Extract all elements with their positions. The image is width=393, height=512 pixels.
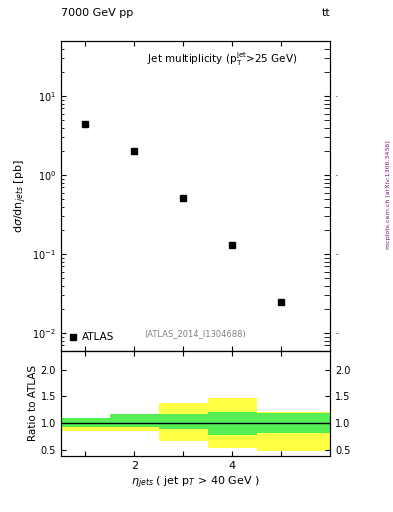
X-axis label: $\eta_{jets}$ ( jet p$_T$ > 40 GeV ): $\eta_{jets}$ ( jet p$_T$ > 40 GeV ) — [131, 475, 260, 491]
ATLAS — [132, 148, 137, 155]
Line: ATLAS: ATLAS — [82, 120, 285, 305]
Text: tt: tt — [321, 8, 330, 18]
Legend: ATLAS: ATLAS — [66, 329, 117, 346]
ATLAS — [181, 195, 185, 201]
Text: (ATLAS_2014_I1304688): (ATLAS_2014_I1304688) — [145, 329, 246, 338]
Text: mcplots.cern.ch [arXiv:1306.3436]: mcplots.cern.ch [arXiv:1306.3436] — [386, 140, 391, 249]
ATLAS — [279, 298, 283, 305]
Text: 7000 GeV pp: 7000 GeV pp — [61, 8, 133, 18]
Y-axis label: Ratio to ATLAS: Ratio to ATLAS — [28, 365, 38, 441]
ATLAS — [230, 242, 235, 248]
ATLAS — [83, 120, 88, 126]
Text: Jet multiplicity (p$_\mathrm{T}^{\mathrm{jet}}$>25 GeV): Jet multiplicity (p$_\mathrm{T}^{\mathrm… — [147, 50, 298, 68]
Y-axis label: d$\sigma$/dn$_{jets}$ [pb]: d$\sigma$/dn$_{jets}$ [pb] — [13, 159, 29, 233]
